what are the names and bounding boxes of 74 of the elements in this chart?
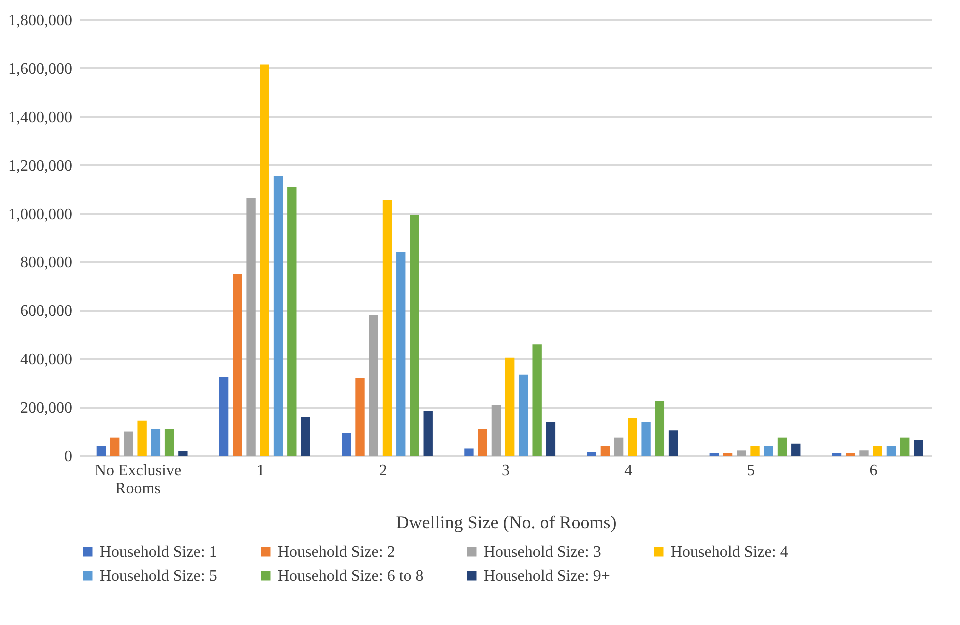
- legend-label: Household Size: 4: [671, 544, 788, 561]
- x-tick-label: 5: [747, 462, 756, 480]
- x-tick-label: 6: [870, 462, 878, 480]
- bar: [288, 187, 297, 456]
- x-axis-title: Dwelling Size (No. of Rooms): [396, 512, 617, 532]
- bar: [900, 438, 910, 456]
- bar: [464, 448, 474, 456]
- bar: [219, 377, 229, 456]
- bar: [737, 450, 746, 456]
- bar: [587, 452, 596, 456]
- legend-label: Household Size: 1: [100, 544, 218, 561]
- bar: [519, 374, 528, 456]
- bar: [710, 453, 719, 456]
- bar: [846, 453, 856, 456]
- bar: [178, 451, 188, 456]
- bar: [369, 316, 378, 456]
- bar: [274, 176, 284, 456]
- bar: [792, 444, 801, 456]
- bar: [614, 438, 624, 456]
- bar: [832, 453, 842, 456]
- bar: [668, 430, 678, 456]
- bar: [96, 446, 106, 456]
- bar: [532, 344, 542, 456]
- bar: [750, 446, 760, 456]
- x-tick-label: No Exclusive Rooms: [94, 462, 182, 498]
- y-tick-label: 600,000: [20, 303, 72, 320]
- bar: [233, 274, 242, 456]
- y-tick-label: 200,000: [20, 400, 72, 418]
- bar: [546, 422, 556, 456]
- y-tick-label: 800,000: [20, 254, 72, 272]
- bar: [778, 438, 788, 456]
- legend-label: Household Size: 5: [100, 568, 218, 585]
- x-tick-label: 4: [624, 462, 633, 480]
- bar: [410, 214, 420, 456]
- bar: [642, 422, 651, 456]
- bar: [492, 405, 502, 456]
- bar: [655, 402, 665, 456]
- x-tick-label: 3: [502, 462, 510, 480]
- legend-label: Household Size: 2: [278, 544, 396, 561]
- bar: [356, 378, 365, 456]
- bar: [110, 438, 120, 456]
- bar: [764, 446, 774, 456]
- bar: [246, 198, 256, 456]
- legend-label: Household Size: 6 to 8: [278, 568, 424, 585]
- legend-label: Household Size: 9+: [484, 568, 610, 585]
- y-tick-label: 1,600,000: [8, 60, 72, 78]
- bar: [164, 429, 174, 456]
- bar: [505, 358, 515, 456]
- bar: [478, 429, 488, 456]
- x-tick-label: 2: [379, 462, 388, 480]
- bar: [914, 440, 924, 456]
- bar: [301, 417, 310, 456]
- bar: [424, 411, 433, 456]
- x-tick-label: 1: [256, 462, 265, 480]
- bar: [260, 64, 270, 456]
- bar: [628, 418, 638, 456]
- bar: [396, 252, 406, 456]
- y-tick-label: 1,800,000: [8, 12, 72, 30]
- bar: [382, 200, 392, 456]
- bar: [600, 446, 610, 456]
- y-tick-label: 0: [64, 448, 72, 466]
- y-tick-label: 1,200,000: [8, 158, 72, 175]
- y-tick-label: 1,000,000: [8, 206, 72, 224]
- legend-label: Household Size: 3: [484, 544, 602, 561]
- y-tick-label: 1,400,000: [8, 109, 72, 126]
- bar: [151, 429, 161, 456]
- bar: [124, 432, 134, 456]
- bar: [886, 446, 896, 456]
- bar: [138, 420, 147, 456]
- bar: [723, 453, 733, 456]
- bar: [342, 432, 352, 456]
- y-tick-label: 400,000: [20, 352, 72, 369]
- bar: [860, 450, 869, 456]
- bar: [873, 446, 882, 456]
